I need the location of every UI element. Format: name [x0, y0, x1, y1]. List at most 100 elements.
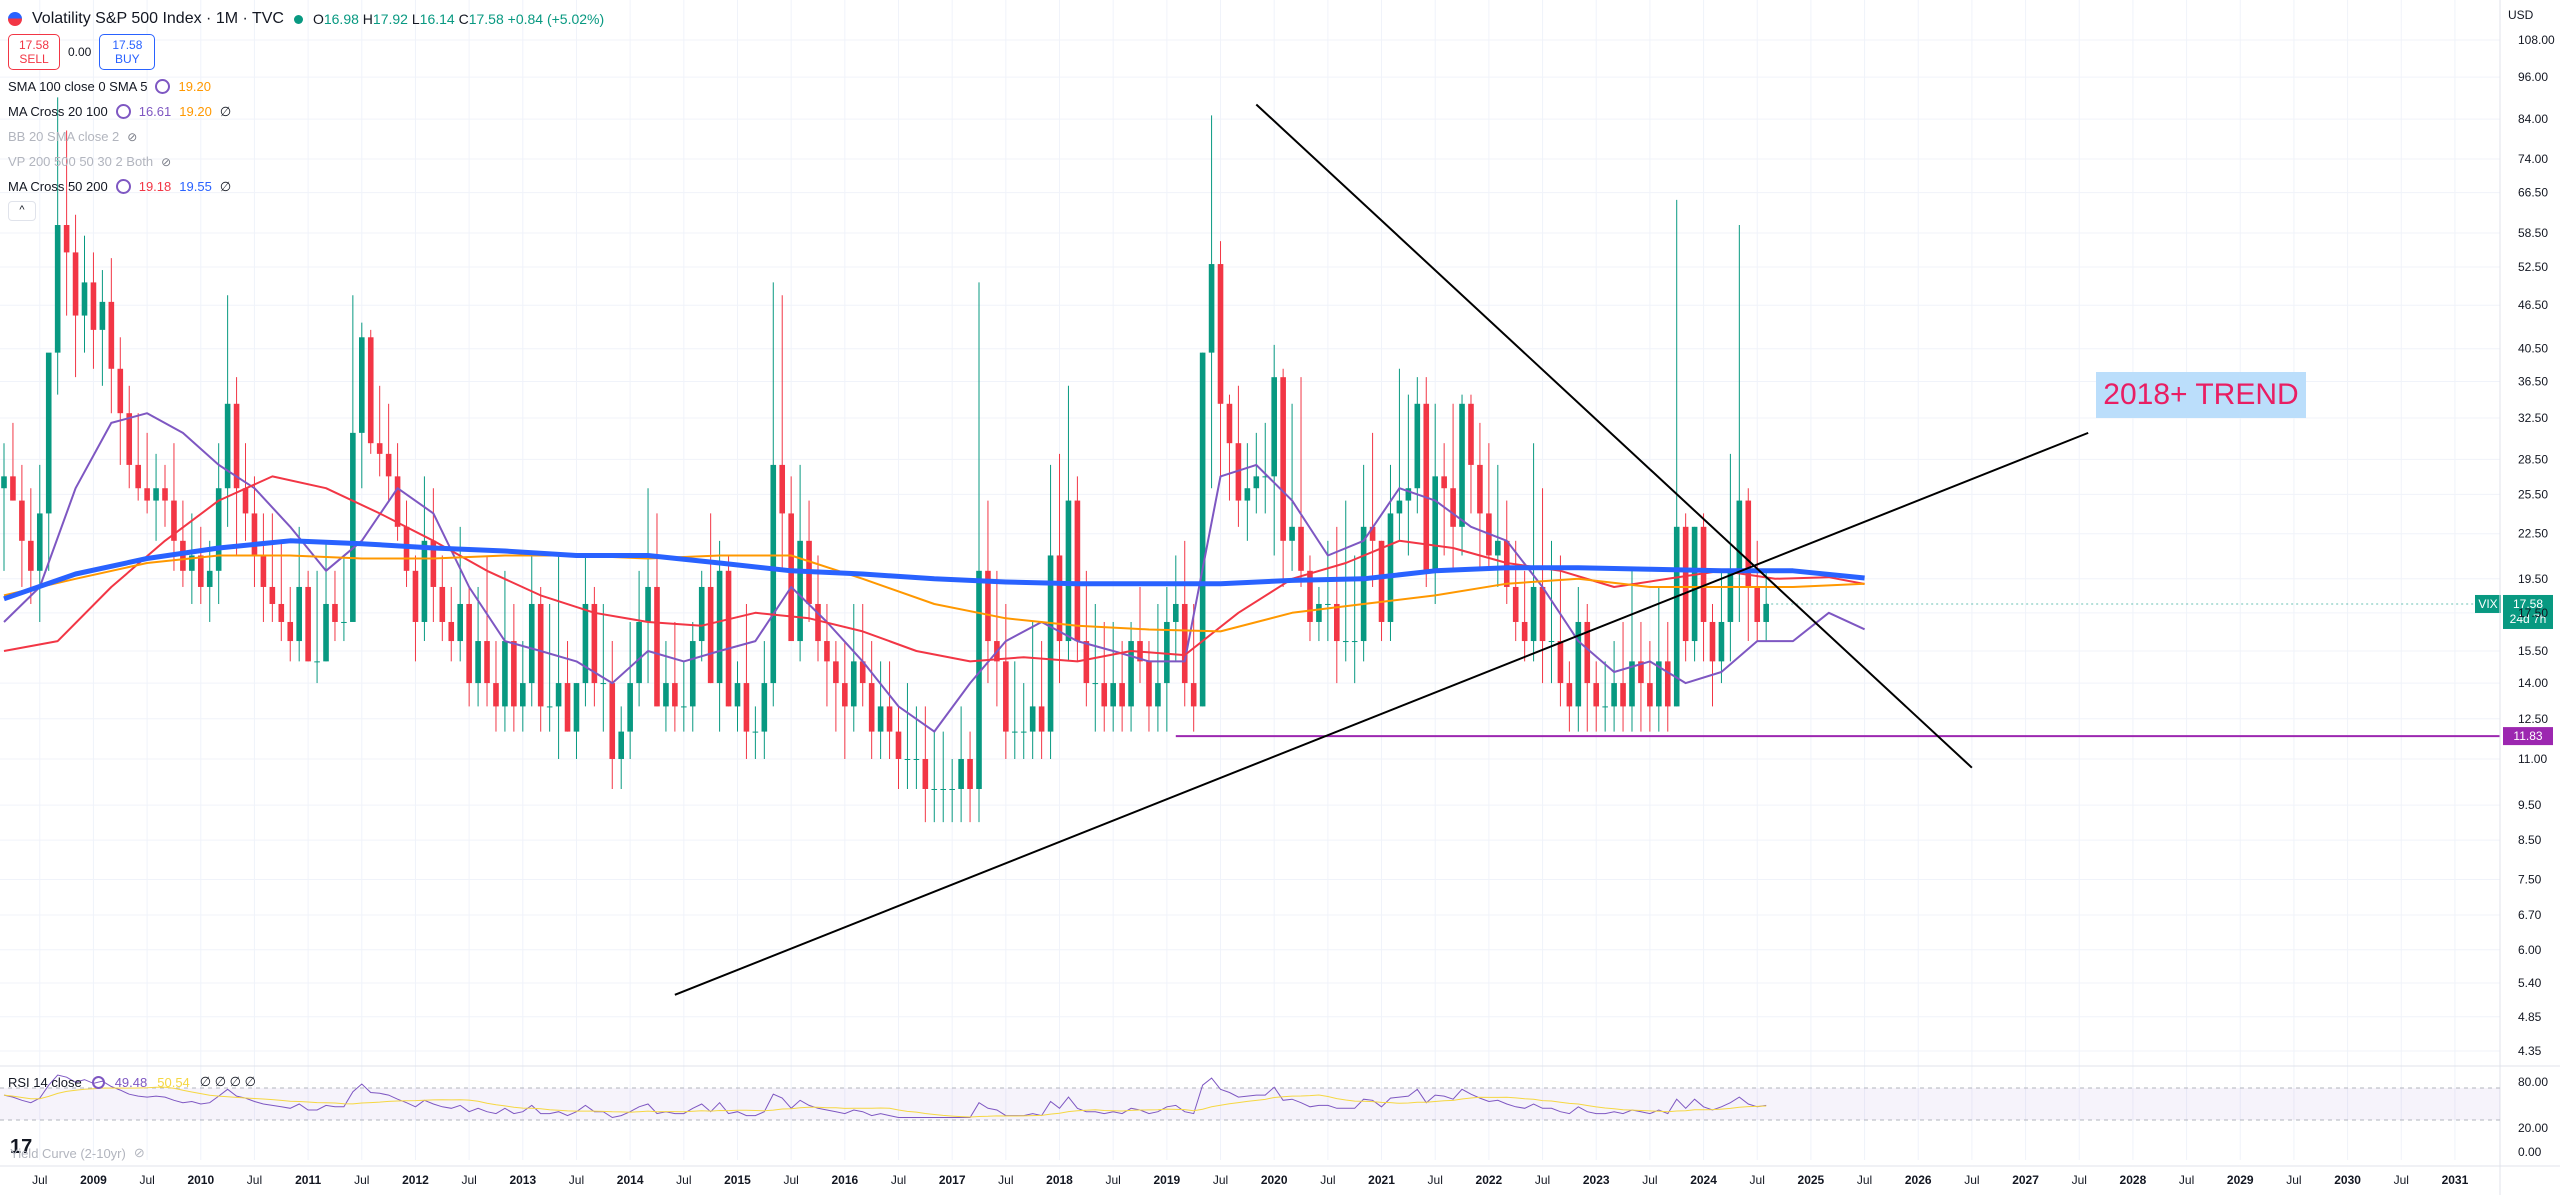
candle [1003, 603, 1009, 759]
candle [1074, 476, 1081, 662]
candle [19, 464, 25, 587]
hidden-eye-icon[interactable]: ⊘ [133, 1145, 145, 1160]
candle-body [788, 513, 794, 642]
symbol-title[interactable]: Volatility S&P 500 Index · 1M · TVC [32, 10, 284, 27]
rsi-label[interactable]: RSI 14 close [8, 1074, 82, 1090]
time-tick-label: 2022 [1476, 1173, 1503, 1187]
current-price-tag [2503, 594, 2553, 629]
candle [63, 130, 70, 316]
candle-body [305, 586, 311, 662]
indicator-row[interactable]: MA Cross 50 200 19.18 19.55 ∅ [8, 174, 604, 199]
collapse-legend-button[interactable]: ^ [8, 201, 36, 221]
trend-annotation[interactable]: 2018+ TREND [2096, 372, 2306, 418]
candle [1503, 500, 1510, 604]
candle [1629, 570, 1635, 732]
candle-body [886, 706, 893, 732]
candle-body [833, 661, 839, 684]
candle-body [573, 683, 580, 732]
candle-body [135, 464, 141, 489]
candle [1736, 225, 1743, 622]
candle [681, 661, 687, 732]
candle [466, 586, 472, 707]
indicator-row[interactable]: SMA 100 close 0 SMA 5 19.20 [8, 74, 604, 99]
candle-body [520, 683, 526, 707]
time-tick-label: Jul [1642, 1173, 1657, 1187]
candle-body [1038, 706, 1045, 732]
candle [895, 706, 902, 789]
time-tick-label: Jul [247, 1173, 262, 1187]
candle-body [850, 661, 857, 707]
yield-curve-label[interactable]: Yield Curve (2-10yr) [10, 1145, 126, 1161]
candle [1584, 603, 1591, 732]
candle-body [1602, 706, 1608, 708]
candle [81, 235, 88, 353]
candle-body [1468, 403, 1474, 465]
time-tick-label: 2030 [2334, 1173, 2361, 1187]
candle [1620, 621, 1626, 732]
indicator-row[interactable]: VP 200 500 50 30 2 Both ⊘ [8, 149, 604, 174]
candle-body [1047, 555, 1054, 732]
candle [1164, 586, 1170, 732]
candle [1298, 377, 1304, 587]
candle [108, 258, 115, 414]
candle [940, 731, 947, 823]
time-tick-label: 2031 [2442, 1173, 2469, 1187]
candle-body [367, 337, 374, 444]
symbol-tag-text: VIX [2478, 597, 2497, 611]
currency-label[interactable]: USD [2508, 8, 2534, 22]
candle [135, 413, 141, 501]
candle-body [1432, 476, 1438, 571]
candle-body [162, 488, 168, 501]
indicator-row[interactable]: MA Cross 20 100 16.61 19.20 ∅ [8, 99, 604, 124]
candle-body [45, 352, 52, 514]
tradingview-logo: 17 [10, 1136, 33, 1158]
candle [1047, 464, 1054, 759]
price-tick-label: 4.35 [2518, 1044, 2542, 1058]
candle [1521, 570, 1528, 662]
indicator-settings-icon[interactable] [155, 79, 171, 94]
candle-body [1, 476, 7, 489]
candle [1423, 377, 1430, 587]
hidden-eye-icon[interactable]: ⊘ [161, 154, 172, 169]
candle [931, 731, 938, 823]
candle [1486, 443, 1492, 571]
candle [761, 641, 768, 759]
candle-body [19, 500, 25, 541]
price-tick-label: 15.50 [2518, 644, 2548, 658]
candle [171, 443, 177, 571]
candle [502, 570, 508, 732]
hidden-eye-icon[interactable]: ⊘ [127, 129, 138, 144]
price-tick-label: 19.50 [2518, 572, 2548, 586]
time-tick-label: 2028 [2120, 1173, 2147, 1187]
candle [1208, 115, 1215, 489]
candle [1110, 621, 1116, 732]
candle-body [537, 603, 544, 707]
candle [958, 706, 964, 823]
indicator-settings-icon[interactable] [115, 179, 131, 194]
current-price-tag-text: 17.58 [2513, 597, 2543, 611]
candle [493, 641, 499, 732]
candle-body [81, 282, 88, 316]
candle [1351, 555, 1358, 684]
rsi-settings-icon[interactable] [91, 1075, 105, 1089]
candle-body [1450, 488, 1456, 527]
candle [359, 322, 365, 489]
candle-body [1593, 683, 1600, 707]
buy-button[interactable]: 17.58 BUY [99, 34, 156, 70]
indicator-settings-icon[interactable] [115, 104, 131, 119]
rsi-line [3, 1074, 1767, 1119]
candle-body [1441, 476, 1447, 489]
candle-body [976, 570, 982, 789]
candle [314, 570, 320, 684]
candle [99, 270, 106, 386]
sell-button[interactable]: 17.58 SELL [8, 34, 60, 70]
trendline [674, 431, 2089, 996]
indicator-row[interactable]: BB 20 SMA close 2 ⊘ [8, 124, 604, 149]
candle-body [752, 731, 759, 733]
candle [1709, 603, 1716, 707]
rsi-level-label: 0.00 [2518, 1145, 2542, 1159]
candle [1065, 385, 1072, 662]
candle-body [1351, 641, 1358, 643]
time-tick-label: Jul [1320, 1173, 1335, 1187]
